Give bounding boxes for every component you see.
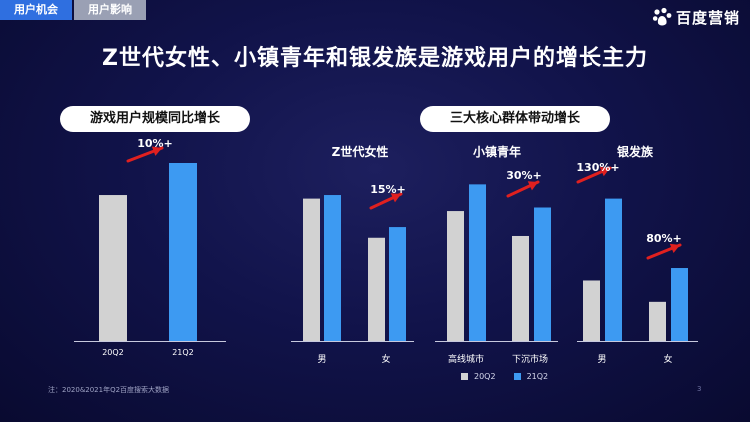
bar-1-高线城市-20Q2 (447, 211, 464, 341)
brand-logo: 百度营销 (652, 6, 740, 28)
legend-swatch-2020 (461, 373, 468, 380)
growth-label-2-1: 80%+ (646, 232, 682, 245)
tick-label-0-1: 女 (381, 353, 390, 365)
chart-title-0: Z世代女性 (332, 144, 389, 159)
baidu-paw-icon (652, 7, 672, 26)
bar-2-女-21Q2 (671, 268, 688, 341)
footnote: 注：2020&2021年Q2百度搜索大数据 (48, 386, 170, 394)
growth-arrow-2-1-head (669, 243, 680, 254)
bar-0-女-21Q2 (389, 227, 406, 341)
growth-label-2-0: 130%+ (576, 161, 619, 174)
left-tick-label: 20Q2 (102, 348, 124, 357)
growth-arrow-2-0-head (599, 167, 610, 177)
left-growth-label: 10%+ (137, 137, 173, 150)
tab-user-opportunity[interactable]: 用户机会 (0, 0, 72, 20)
growth-label-0-0: 15%+ (370, 183, 406, 196)
tick-label-0-0: 男 (317, 354, 326, 365)
bar-2-男-21Q2 (605, 198, 622, 341)
bar-0-男-20Q2 (303, 198, 320, 341)
left-panel-pill: 游戏用户规模同比增长 (60, 106, 250, 132)
left-tick-label: 21Q2 (172, 348, 194, 357)
growth-label-1-0: 30%+ (506, 169, 542, 182)
chart-title-2: 银发族 (617, 144, 654, 159)
bar-2-女-20Q2 (649, 301, 666, 341)
brand-name: 百度营销 (675, 8, 740, 27)
left-bar-20Q2 (99, 195, 127, 341)
tick-label-2-0: 男 (597, 354, 606, 365)
right-panel-pill: 三大核心群体带动增长 (420, 106, 610, 132)
tick-label-1-0: 高线城市 (448, 353, 484, 365)
legend-label-2021: 21Q2 (526, 372, 549, 381)
tab-user-impact[interactable]: 用户影响 (74, 0, 146, 20)
chart-title-1: 小镇青年 (473, 144, 521, 159)
legend-label-2020: 20Q2 (474, 372, 496, 381)
bar-0-女-20Q2 (368, 237, 385, 341)
left-growth-arrow-head (151, 146, 162, 156)
left-bar-21Q2 (169, 163, 197, 341)
tick-label-2-1: 女 (663, 353, 672, 365)
bar-1-下沉市场-21Q2 (534, 207, 551, 341)
growth-arrow-1-0-head (527, 181, 538, 191)
growth-arrow-0-0-head (390, 193, 401, 203)
chart-legend: 20Q2 21Q2 (461, 372, 548, 381)
bar-1-下沉市场-20Q2 (512, 235, 529, 341)
tick-label-1-1: 下沉市场 (512, 353, 548, 365)
bar-1-高线城市-21Q2 (469, 184, 486, 341)
page-title: Z世代女性、小镇青年和银发族是游戏用户的增长主力 (102, 46, 648, 71)
page-number: 3 (697, 385, 702, 393)
bar-0-男-21Q2 (324, 195, 341, 341)
bar-2-男-20Q2 (583, 280, 600, 341)
legend-swatch-2021 (513, 373, 521, 380)
